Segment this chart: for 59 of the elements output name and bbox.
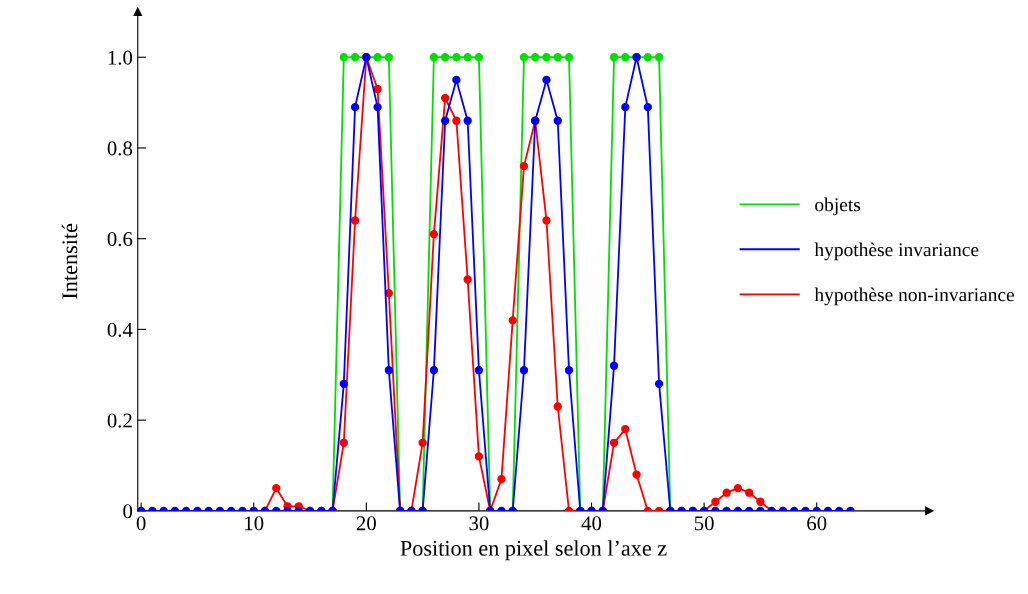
y-tick-label: 0.6 bbox=[107, 232, 133, 247]
point bbox=[609, 438, 619, 447]
point bbox=[621, 53, 630, 62]
point bbox=[463, 53, 472, 62]
point bbox=[350, 53, 360, 62]
point bbox=[564, 53, 574, 62]
x-tick-label: 30 bbox=[469, 516, 489, 531]
point bbox=[519, 53, 529, 62]
point bbox=[440, 93, 450, 103]
y-tick-label: 0.8 bbox=[107, 141, 133, 156]
point bbox=[452, 116, 461, 125]
y-tick-label: 0 bbox=[123, 504, 133, 519]
point bbox=[339, 53, 348, 62]
point bbox=[542, 216, 551, 225]
point bbox=[350, 216, 360, 225]
point bbox=[373, 53, 382, 62]
point bbox=[542, 53, 551, 62]
point bbox=[474, 452, 484, 461]
y-axis-title: Intensité bbox=[61, 223, 78, 299]
point bbox=[429, 229, 439, 239]
point bbox=[553, 53, 562, 62]
y-tick-label: 0.2 bbox=[107, 413, 132, 428]
x-tick-label: 20 bbox=[356, 516, 376, 531]
point bbox=[632, 470, 641, 479]
point bbox=[339, 438, 348, 447]
point bbox=[756, 497, 765, 506]
point bbox=[497, 474, 506, 484]
x-axis-title: Position en pixel selon l’axe z bbox=[400, 540, 667, 561]
legend-label: objets bbox=[815, 197, 861, 216]
point bbox=[373, 84, 382, 94]
point bbox=[519, 161, 529, 171]
point bbox=[643, 53, 652, 62]
legend-label: hypothèse invariance bbox=[814, 242, 979, 261]
legend-label: hypothèse non-invariance bbox=[814, 287, 1015, 306]
point bbox=[621, 425, 630, 434]
point bbox=[733, 483, 743, 493]
x-tick-label: 10 bbox=[245, 516, 264, 531]
point bbox=[744, 488, 754, 497]
point bbox=[474, 53, 484, 62]
x-tick-label: 0 bbox=[136, 516, 146, 531]
y-tick-label: 1.0 bbox=[108, 50, 133, 65]
point bbox=[722, 488, 731, 497]
x-tick-label: 40 bbox=[581, 516, 602, 531]
point bbox=[429, 53, 439, 62]
point bbox=[508, 316, 517, 325]
point bbox=[609, 53, 619, 62]
x-tick-label: 60 bbox=[807, 516, 827, 531]
point bbox=[418, 438, 427, 447]
point bbox=[272, 483, 281, 493]
x-tick-label: 50 bbox=[694, 516, 714, 531]
point bbox=[463, 275, 472, 284]
point bbox=[384, 53, 394, 62]
point bbox=[440, 53, 450, 62]
point bbox=[654, 53, 664, 62]
point bbox=[553, 402, 562, 411]
y-tick-label: 0.4 bbox=[107, 322, 133, 337]
point bbox=[531, 53, 540, 62]
point bbox=[711, 497, 720, 506]
point bbox=[452, 53, 461, 62]
